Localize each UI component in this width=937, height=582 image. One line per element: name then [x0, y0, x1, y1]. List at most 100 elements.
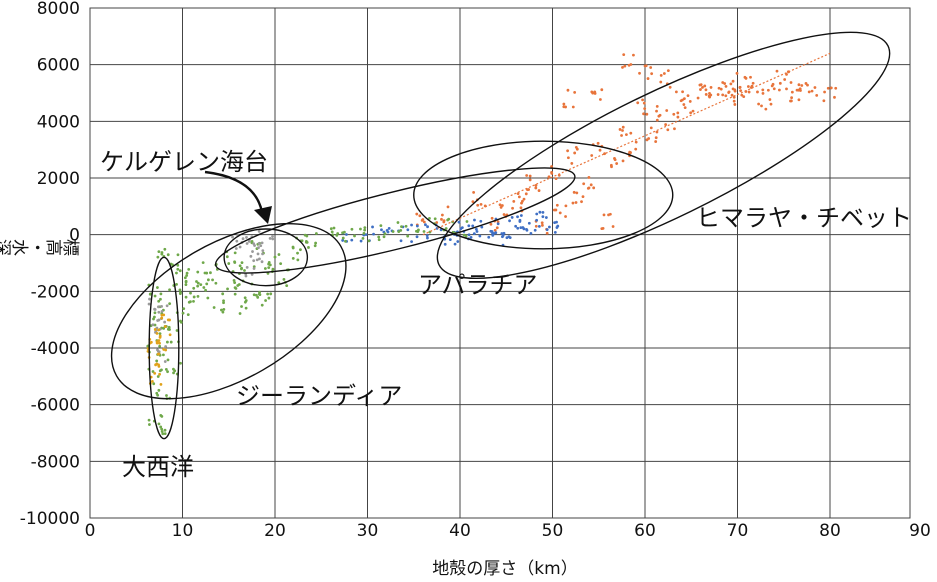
data-point [733, 89, 737, 93]
data-point [406, 228, 410, 232]
data-point [727, 91, 731, 94]
y-tick-label: -4000 [31, 339, 80, 359]
data-point [721, 93, 725, 97]
data-point [410, 223, 413, 227]
data-point [159, 425, 163, 429]
data-point [517, 195, 521, 199]
data-point [587, 176, 591, 179]
data-point [709, 86, 713, 89]
data-point [800, 84, 804, 87]
data-point [361, 237, 365, 240]
data-point [611, 225, 615, 228]
data-point [260, 260, 264, 264]
data-point [250, 240, 254, 243]
region-label: ジーランディア [236, 382, 402, 410]
data-point [822, 99, 826, 103]
data-point [460, 226, 464, 229]
data-point [621, 129, 624, 132]
data-point [534, 184, 538, 187]
data-point [686, 94, 690, 98]
data-point [252, 293, 256, 297]
data-point [157, 310, 161, 314]
data-point [362, 231, 366, 235]
x-tick-label: 20 [264, 521, 286, 541]
data-point [590, 154, 594, 157]
data-point [329, 227, 333, 231]
data-point [511, 206, 514, 210]
grid-lines [90, 8, 910, 518]
x-tick-label: 0 [85, 521, 96, 541]
data-point [341, 231, 344, 235]
data-point [377, 235, 381, 239]
data-point [823, 90, 826, 94]
data-point [682, 103, 686, 106]
data-point [160, 415, 164, 418]
data-point [314, 241, 318, 245]
data-point [418, 214, 422, 218]
data-point [528, 174, 532, 178]
data-point [222, 307, 226, 311]
data-point [761, 91, 765, 95]
data-point [555, 220, 558, 224]
data-point [596, 141, 600, 145]
data-point [472, 232, 476, 236]
data-point [168, 288, 171, 292]
data-point [621, 159, 625, 163]
data-point [277, 253, 281, 256]
data-point [156, 286, 159, 289]
data-point [464, 234, 468, 238]
data-point [552, 208, 556, 212]
data-point [655, 104, 659, 108]
data-point [440, 213, 444, 217]
data-point [157, 422, 161, 426]
data-point [516, 192, 520, 196]
data-point [372, 232, 375, 236]
data-point [383, 232, 387, 236]
data-point [778, 81, 782, 85]
data-point [185, 271, 189, 275]
data-point [771, 82, 775, 86]
data-point [150, 380, 154, 383]
data-point [184, 280, 188, 284]
data-point [163, 360, 167, 363]
data-point [291, 256, 295, 260]
data-point [245, 236, 248, 239]
data-point [397, 230, 401, 233]
data-point [772, 87, 776, 91]
x-tick-label: 10 [172, 521, 194, 541]
data-point [645, 112, 649, 116]
data-point [307, 246, 310, 249]
data-point [760, 104, 763, 108]
data-point [168, 333, 172, 337]
data-point [168, 318, 171, 322]
data-point [271, 237, 275, 241]
data-point [350, 227, 354, 231]
data-point [564, 204, 568, 208]
data-point [629, 151, 632, 154]
data-point [592, 186, 596, 190]
data-point [156, 352, 160, 356]
data-point [682, 97, 686, 101]
data-point [719, 87, 723, 91]
data-point [211, 278, 214, 282]
data-point [478, 234, 482, 238]
data-point [273, 255, 277, 259]
data-point [160, 427, 164, 431]
data-point [261, 249, 265, 252]
region-ellipse [214, 167, 576, 274]
region-ellipse [223, 228, 309, 287]
data-point [516, 226, 520, 230]
data-point [400, 225, 403, 229]
data-point [279, 262, 283, 266]
data-point [761, 88, 765, 92]
data-point [500, 204, 504, 207]
data-point [562, 105, 566, 109]
data-point [176, 267, 180, 271]
data-point [537, 189, 541, 192]
data-point [717, 86, 721, 90]
data-point [699, 83, 703, 87]
data-point [160, 316, 164, 320]
data-point [304, 240, 308, 243]
data-point [810, 89, 814, 93]
data-point [350, 238, 354, 242]
